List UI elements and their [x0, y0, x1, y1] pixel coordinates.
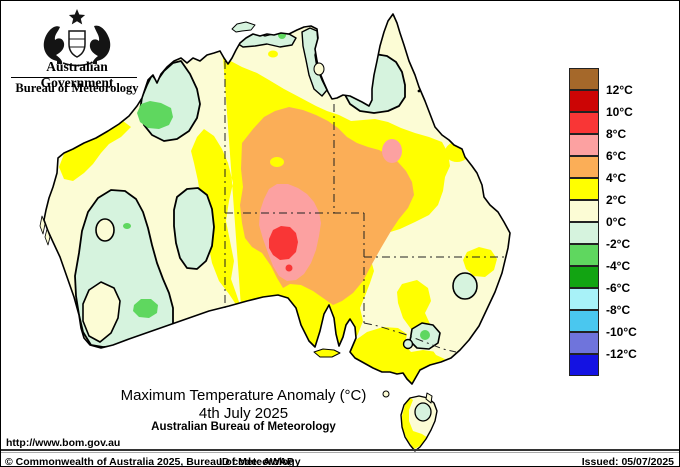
- legend-label: 8°C: [606, 127, 627, 141]
- map-source: Australian Bureau of Meteorology: [151, 421, 336, 433]
- anomaly-spot-yellow-qld: [445, 142, 469, 162]
- legend-label: 0°C: [606, 215, 627, 229]
- legend-swatch: [569, 90, 599, 112]
- legend-label: -12°C: [606, 347, 637, 361]
- coat-of-arms: [43, 9, 111, 67]
- legend-swatch: [569, 244, 599, 266]
- legend-label: 4°C: [606, 171, 627, 185]
- anomaly-region-pink-qld: [382, 139, 402, 163]
- anomaly-regions: [59, 27, 497, 449]
- legend-swatch: [569, 68, 599, 90]
- legend-label: -6°C: [606, 281, 631, 295]
- legend-swatch: [569, 310, 599, 332]
- islands: [39, 21, 433, 404]
- legend-swatch: [569, 112, 599, 134]
- anomaly-region-yellow-west: [59, 121, 131, 181]
- legend-swatch: [569, 222, 599, 244]
- footer-copyright: © Commonwealth of Australia 2025, Bureau…: [5, 456, 301, 467]
- legend-label: 2°C: [606, 193, 627, 207]
- anomaly-region-yellow-nsw-south: [397, 280, 431, 332]
- anomaly-spot-yellow-on-orange: [270, 157, 284, 167]
- anomaly-spot-yellow-nt: [268, 50, 278, 58]
- map-title: Maximum Temperature Anomaly (°C): [120, 387, 367, 404]
- legend-swatch: [569, 134, 599, 156]
- zero-contour-holes: [82, 218, 121, 343]
- footer-idcode: ID code: AWAP: [219, 456, 294, 467]
- legend-label: 10°C: [606, 105, 633, 119]
- anomaly-region-red: [269, 226, 298, 260]
- footer-separator: [1, 449, 679, 453]
- government-title: Australian Government: [40, 59, 114, 90]
- minus-anomaly-cores: [123, 31, 430, 340]
- legend-label: 12°C: [606, 83, 633, 97]
- legend-label: -8°C: [606, 303, 631, 317]
- header-rule: [11, 77, 137, 78]
- legend-swatch: [569, 156, 599, 178]
- legend-label: 6°C: [606, 149, 627, 163]
- legend-swatch: [569, 354, 599, 376]
- legend-swatch: [569, 332, 599, 354]
- bom-url-link[interactable]: http://www.bom.gov.au: [6, 437, 121, 449]
- legend-swatch: [569, 266, 599, 288]
- legend-label: -4°C: [606, 259, 631, 273]
- legend-swatch: [569, 288, 599, 310]
- legend-label: -2°C: [606, 237, 631, 251]
- anomaly-region-yellow-tas: [402, 398, 428, 449]
- anomaly-region-yellow-nsw-coast: [463, 247, 497, 277]
- legend-swatch: [569, 200, 599, 222]
- footer-issued: Issued: 05/07/2025: [581, 456, 674, 467]
- legend-label: -10°C: [606, 325, 637, 339]
- map-date: 4th July 2025: [198, 405, 289, 422]
- anomaly-region-yellow-vic: [349, 327, 448, 384]
- anomaly-spot-red: [285, 264, 293, 272]
- state-borders: [224, 61, 507, 353]
- legend-swatch: [569, 178, 599, 200]
- bureau-title: Bureau of Meteorology: [15, 81, 139, 95]
